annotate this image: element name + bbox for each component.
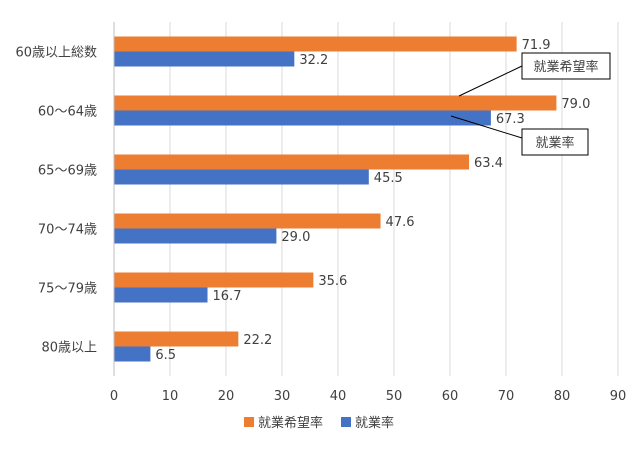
x-tick-label-70: 70 [498,389,515,404]
bar-kibou [114,36,517,52]
x-tick-label-50: 50 [386,389,403,404]
x-tick-label-60: 60 [442,389,459,404]
x-tick-label-30: 30 [274,389,291,404]
bar-kibou [114,95,557,111]
data-label: 22.2 [243,333,272,348]
category-label: 60歳以上総数 [15,46,97,61]
legend-swatch [341,417,351,427]
data-label: 79.0 [561,97,590,112]
data-label: 6.5 [155,348,176,363]
data-label: 71.9 [522,38,551,53]
data-label: 47.6 [386,215,415,230]
bar-shugyo [114,228,277,244]
bar-shugyo [114,51,295,67]
callout-leader-line [458,65,523,97]
legend-swatch [244,417,254,427]
callout-label: 就業希望率 [533,59,598,75]
callout-box [521,52,611,80]
data-label: 29.0 [281,230,310,245]
bar-kibou [114,331,239,347]
data-label: 35.6 [318,274,347,289]
bar-shugyo [114,346,151,362]
data-label: 16.7 [213,289,242,304]
x-tick-label-90: 90 [610,389,627,404]
category-label: 80歳以上 [41,341,97,356]
x-tick-label-80: 80 [554,389,571,404]
category-label: 60～64歳 [38,105,97,120]
legend-label: 就業希望率 [258,415,323,431]
data-label: 45.5 [374,171,403,186]
legend-label: 就業率 [355,415,394,431]
bar-kibou [114,213,381,229]
bar-kibou [114,272,314,288]
bar-kibou [114,154,470,170]
category-label: 70～74歳 [38,223,97,238]
data-label: 63.4 [474,156,503,171]
x-tick-label-20: 20 [218,389,235,404]
x-tick-label-40: 40 [330,389,347,404]
category-label: 65～69歳 [38,164,97,179]
bar-shugyo [114,110,491,126]
callout-label: 就業率 [535,135,574,151]
x-tick-label-0: 0 [110,389,118,404]
data-label: 32.2 [299,53,328,68]
bar-shugyo [114,287,208,303]
callout-leader-line [450,115,523,139]
bar-shugyo [114,169,369,185]
category-label: 75～79歳 [38,282,97,297]
data-label: 67.3 [496,112,525,127]
callout-box [521,128,589,156]
x-tick-label-10: 10 [162,389,179,404]
